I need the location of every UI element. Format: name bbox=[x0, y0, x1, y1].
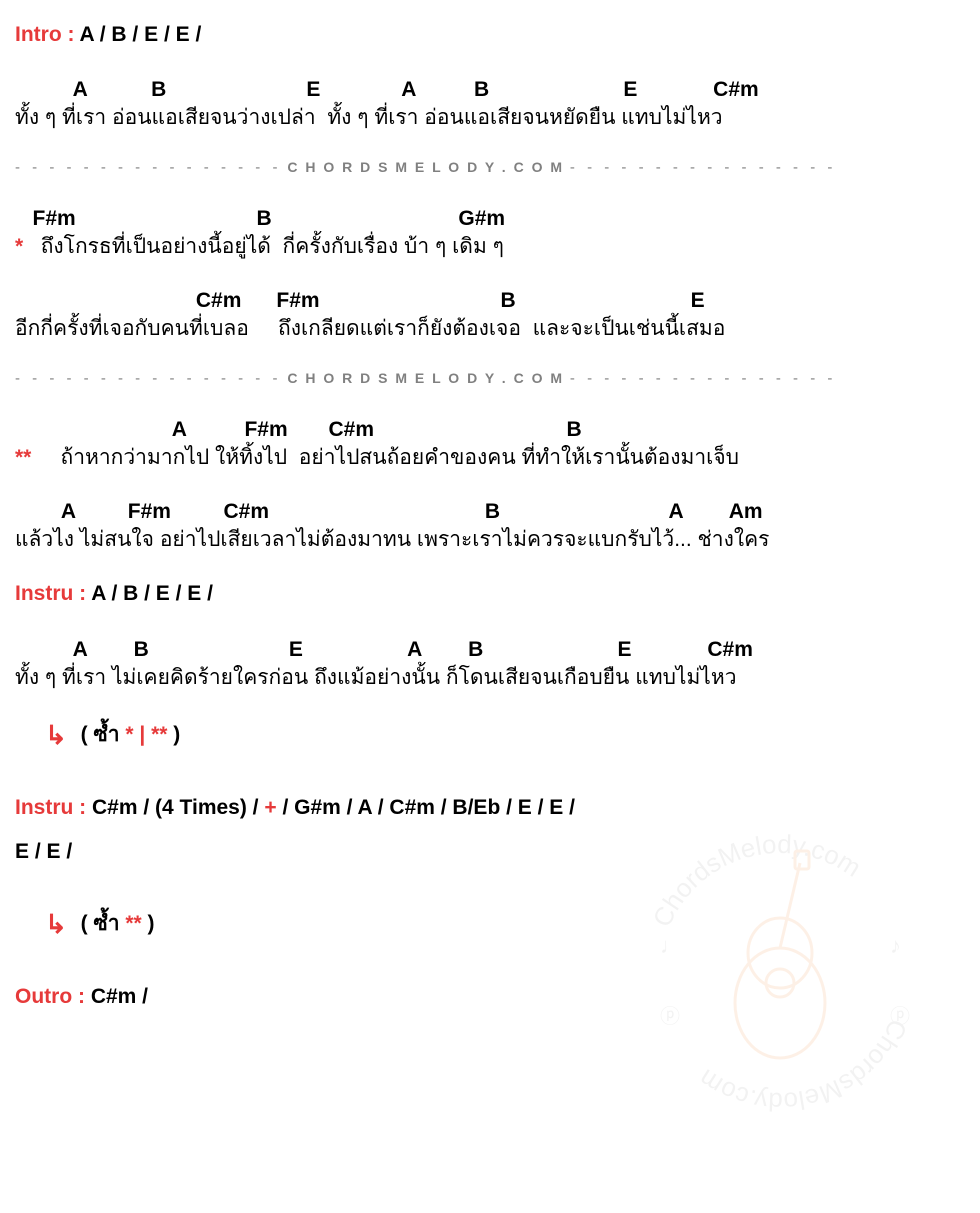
intro-chords: A / B / E / E / bbox=[74, 23, 201, 46]
verse2-lyrics: ทั้ง ๆ ที่เรา ไม่เคยคิดร้ายใครก่อน ถึงแม… bbox=[15, 663, 965, 691]
intro-label: Intro : bbox=[15, 23, 74, 46]
verse1-chords: A B E A B E C#m bbox=[15, 75, 965, 103]
instru2-chords-b: / G#m / A / C#m / B/Eb / E / E / bbox=[277, 796, 575, 819]
instru2-chords-c: E / E / bbox=[15, 840, 72, 863]
chorus1-text: ถ้าหากว่ามากไป ให้ทิ้งไป อย่าไปสนถ้อยคำข… bbox=[31, 446, 739, 469]
verse2: A B E A B E C#m ทั้ง ๆ ที่เรา ไม่เคยคิดร… bbox=[15, 635, 965, 691]
chorus2-chords: A F#m C#m B A Am bbox=[15, 497, 965, 525]
chorus-line1: A F#m C#m B ** ถ้าหากว่ามากไป ให้ทิ้งไป … bbox=[15, 415, 965, 471]
instru1-label: Instru : bbox=[15, 582, 86, 605]
arrow-icon: ↳ bbox=[45, 717, 67, 753]
divider-dashes-left: - - - - - - - - - - - - - - - - bbox=[15, 159, 281, 176]
verse1: A B E A B E C#m ทั้ง ๆ ที่เรา อ่อนแอเสีย… bbox=[15, 75, 965, 131]
outro-line: Outro : C#m / bbox=[15, 982, 965, 1011]
prechorus2-lyrics: อีกกี่ครั้งที่เจอกับคนที่เบลอ ถึงเกลียดแ… bbox=[15, 314, 965, 342]
instru1-chords: A / B / E / E / bbox=[86, 582, 213, 605]
divider-site: C H O R D S M E L O D Y . C O M bbox=[281, 159, 569, 175]
verse1-lyrics: ทั้ง ๆ ที่เรา อ่อนแอเสียจนว่างเปล่า ทั้ง… bbox=[15, 103, 965, 131]
chorus-line2: A F#m C#m B A Am แล้วไง ไม่สนใจ อย่าไปเส… bbox=[15, 497, 965, 553]
intro-line: Intro : A / B / E / E / bbox=[15, 20, 965, 49]
repeat2: ↳ ( ซ้ำ ** ) bbox=[45, 906, 965, 942]
prechorus1-chords: F#m B G#m bbox=[15, 204, 965, 232]
arrow-icon-2: ↳ bbox=[45, 906, 67, 942]
prechorus-line2: C#m F#m B E อีกกี่ครั้งที่เจอกับคนที่เบล… bbox=[15, 286, 965, 342]
divider-2: - - - - - - - - - - - - - - - - C H O R … bbox=[15, 368, 965, 389]
prechorus2-chords: C#m F#m B E bbox=[15, 286, 965, 314]
divider2-dashes-left: - - - - - - - - - - - - - - - - bbox=[15, 370, 281, 387]
chorus1-chords: A F#m C#m B bbox=[15, 415, 965, 443]
prechorus-line1: F#m B G#m * ถึงโกรธที่เป็นอย่างนี้อยู่ได… bbox=[15, 204, 965, 260]
prechorus1-text: ถึงโกรธที่เป็นอย่างนี้อยู่ได้ กี่ครั้งกั… bbox=[23, 235, 504, 258]
instru2-line1: Instru : C#m / (4 Times) / + / G#m / A /… bbox=[15, 793, 965, 822]
repeat2-close: ) bbox=[142, 912, 155, 935]
divider-1: - - - - - - - - - - - - - - - - C H O R … bbox=[15, 157, 965, 178]
verse2-chords: A B E A B E C#m bbox=[15, 635, 965, 663]
outro-chords: C#m / bbox=[85, 985, 148, 1008]
marker-star: * bbox=[15, 235, 23, 258]
divider2-site: C H O R D S M E L O D Y . C O M bbox=[281, 370, 569, 386]
instru1-line: Instru : A / B / E / E / bbox=[15, 579, 965, 608]
instru2-line2: E / E / bbox=[15, 837, 965, 866]
chorus1-lyrics: ** ถ้าหากว่ามากไป ให้ทิ้งไป อย่าไปสนถ้อย… bbox=[15, 443, 965, 471]
repeat1-markers: * | ** bbox=[125, 723, 167, 746]
instru2-chords-a: C#m / (4 Times) / bbox=[86, 796, 264, 819]
repeat2-markers: ** bbox=[125, 912, 141, 935]
outro-label: Outro : bbox=[15, 985, 85, 1008]
plus-icon: + bbox=[264, 796, 276, 819]
prechorus1-lyrics: * ถึงโกรธที่เป็นอย่างนี้อยู่ได้ กี่ครั้ง… bbox=[15, 232, 965, 260]
divider2-dashes-right: - - - - - - - - - - - - - - - - bbox=[570, 370, 836, 387]
svg-text:ChordsMelody.com: ChordsMelody.com bbox=[693, 1015, 913, 1117]
divider-dashes-right: - - - - - - - - - - - - - - - - bbox=[570, 159, 836, 176]
repeat2-open: ( ซ้ำ bbox=[81, 912, 126, 935]
repeat1-close: ) bbox=[167, 723, 180, 746]
repeat1-open: ( ซ้ำ bbox=[81, 723, 126, 746]
chorus2-lyrics: แล้วไง ไม่สนใจ อย่าไปเสียเวลาไม่ต้องมาทน… bbox=[15, 525, 965, 553]
instru2-label: Instru : bbox=[15, 796, 86, 819]
repeat1: ↳ ( ซ้ำ * | ** ) bbox=[45, 717, 965, 753]
marker-doublestar: ** bbox=[15, 446, 31, 469]
